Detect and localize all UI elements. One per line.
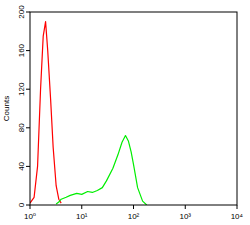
y-axis-label: Counts — [2, 96, 11, 121]
x-tick-label: 10⁴ — [231, 212, 244, 221]
x-tick — [237, 205, 238, 209]
y-tick-label: 200 — [17, 5, 26, 19]
y-tick-label: 160 — [17, 43, 26, 57]
x-tick-label: 10² — [128, 212, 140, 221]
x-tick — [133, 205, 134, 209]
y-tick-label: 0 — [17, 202, 26, 207]
y-tick — [26, 50, 30, 51]
y-tick-label: 40 — [17, 161, 26, 170]
x-tick — [30, 205, 31, 209]
y-tick — [26, 89, 30, 90]
x-tick — [81, 205, 82, 209]
x-tick-label: 10¹ — [76, 212, 88, 221]
y-tick — [26, 166, 30, 167]
x-tick — [185, 205, 186, 209]
x-tick-label: 10⁰ — [24, 212, 36, 221]
histogram-line — [56, 136, 147, 205]
plot-frame — [30, 12, 237, 205]
data — [30, 22, 147, 205]
y-tick — [26, 127, 30, 128]
y-tick — [26, 12, 30, 13]
y-tick-label: 120 — [17, 82, 26, 96]
y-tick — [26, 205, 30, 206]
histogram-line — [30, 22, 61, 203]
y-tick-label: 80 — [17, 123, 26, 132]
x-tick-label: 10³ — [179, 212, 191, 221]
chart: 0 40 80 120 160 200 10⁰ 10¹ 10² 10³ 10⁴ Counts — [0, 0, 250, 225]
